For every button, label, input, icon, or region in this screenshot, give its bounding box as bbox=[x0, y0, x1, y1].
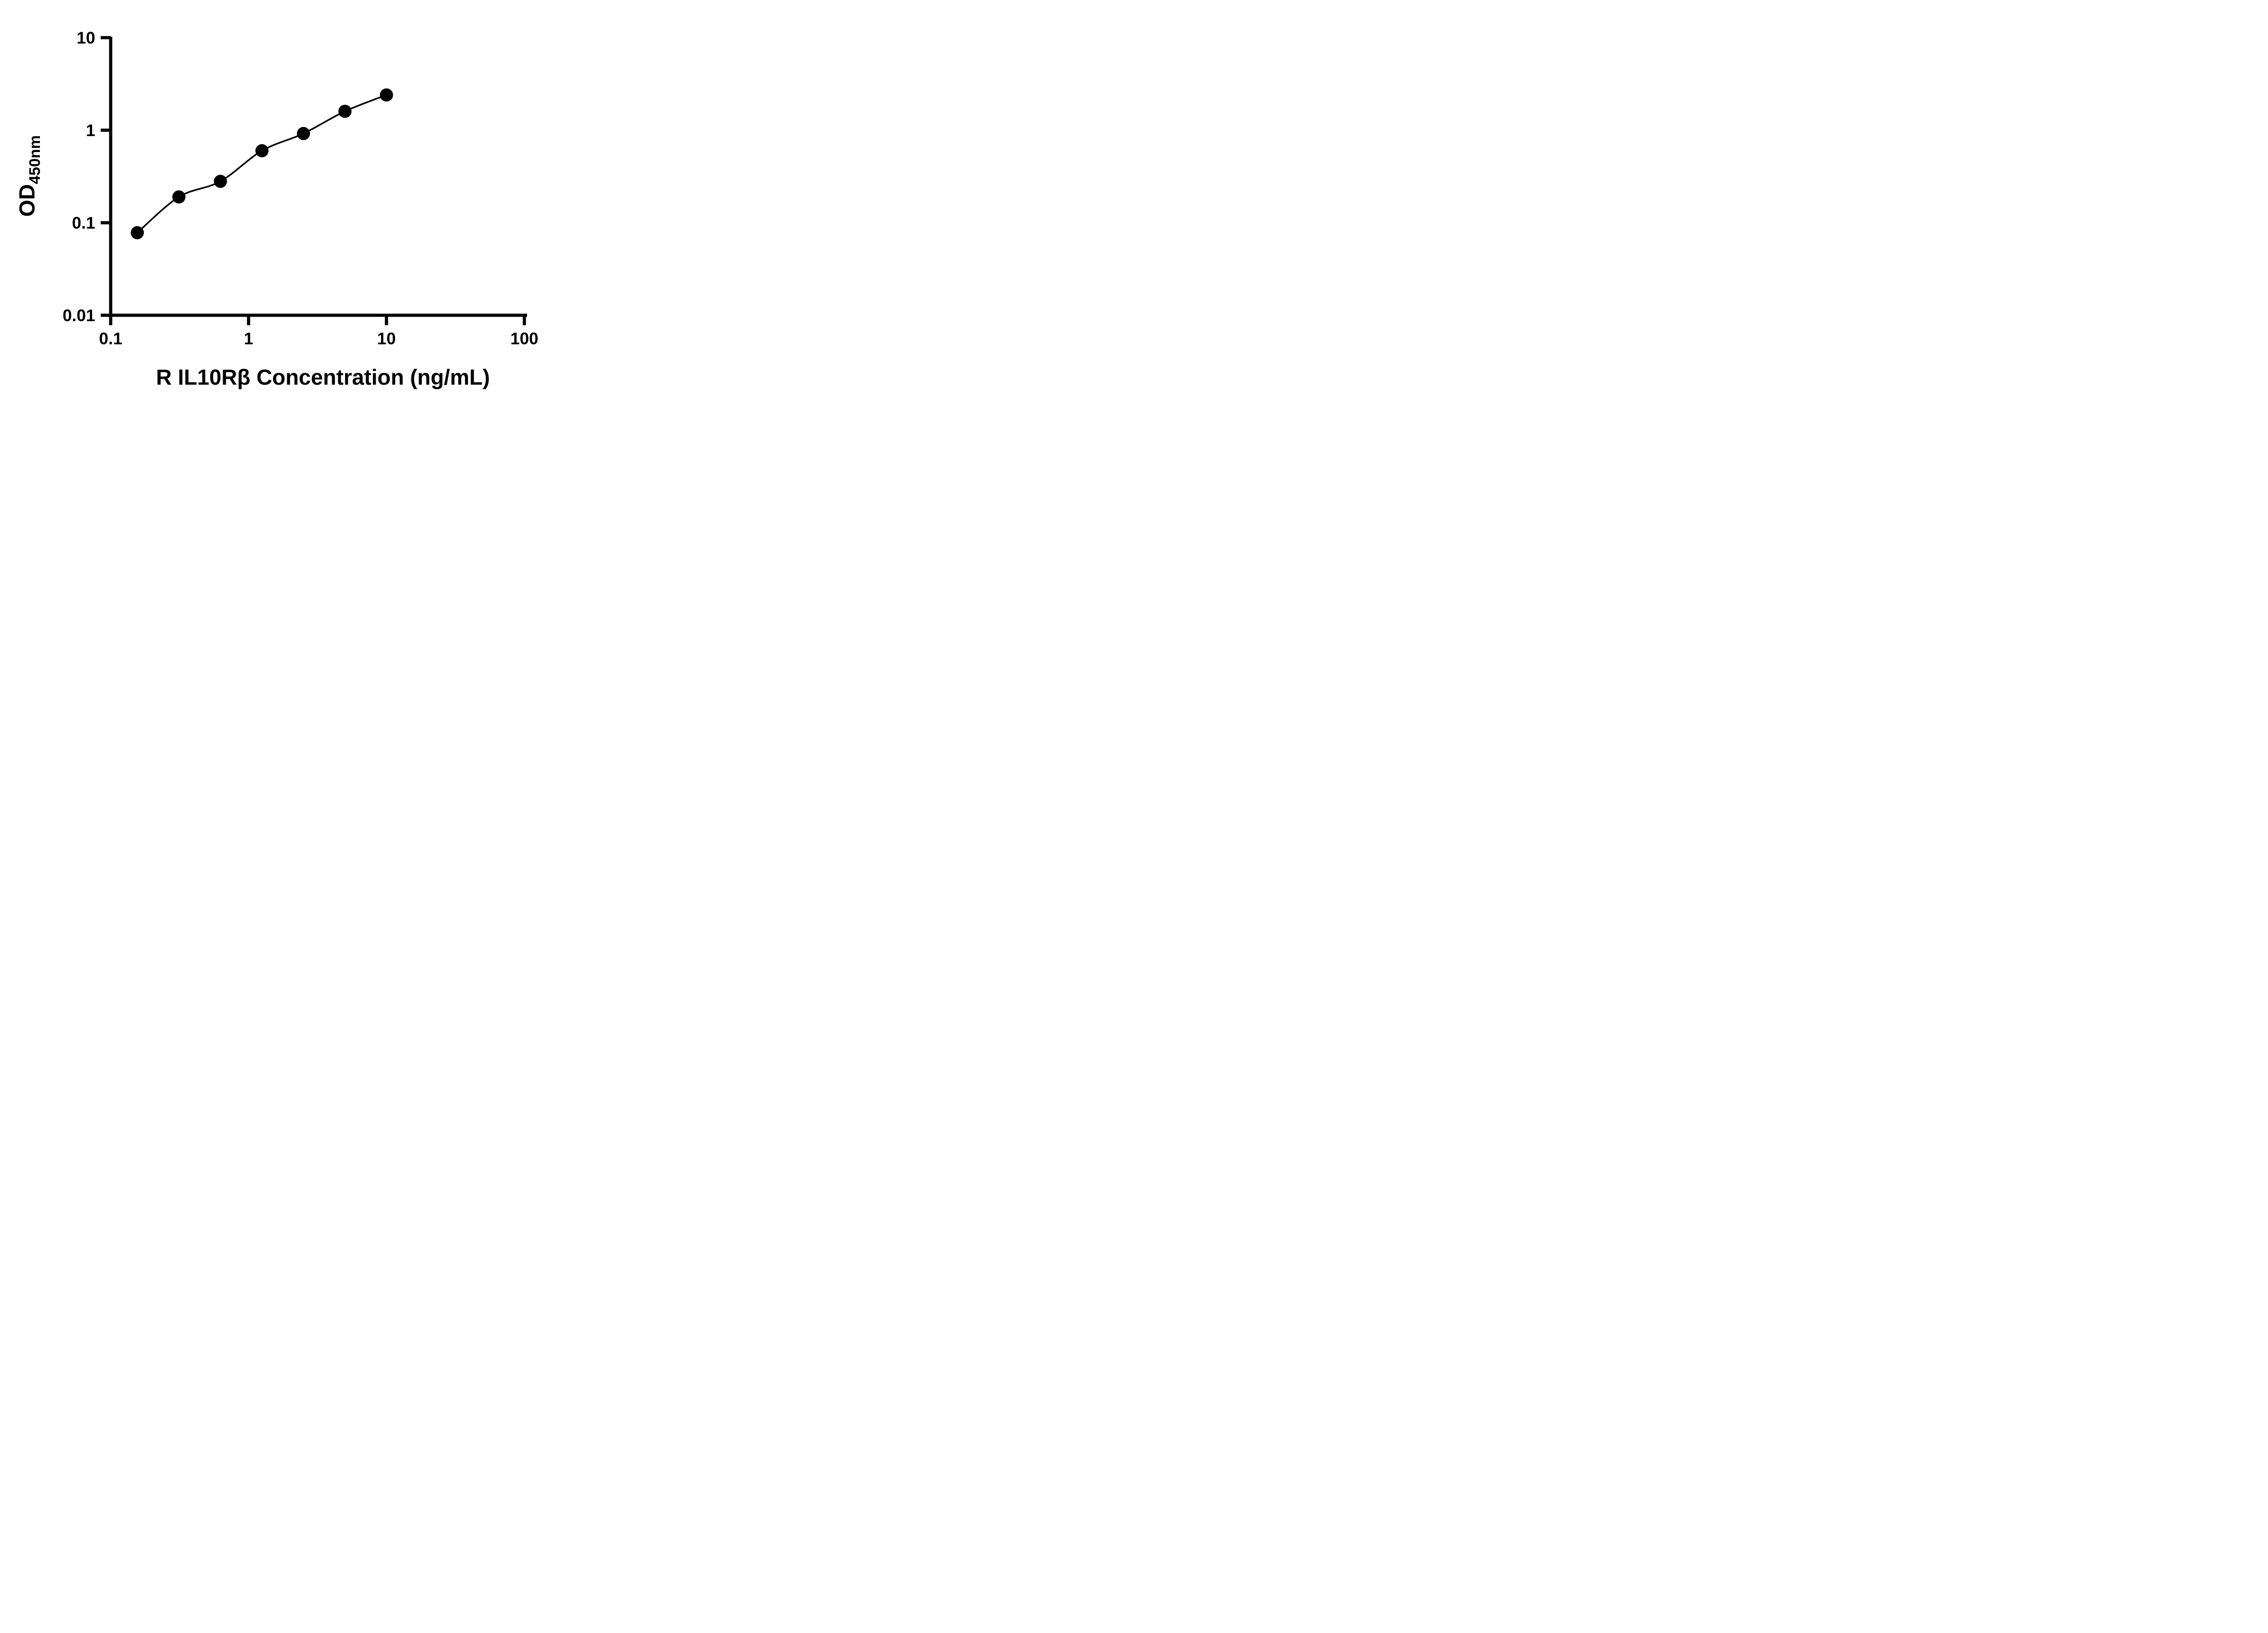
data-point bbox=[214, 175, 227, 188]
data-point bbox=[172, 190, 186, 204]
y-tick-label: 10 bbox=[77, 29, 95, 47]
axis-frame bbox=[109, 37, 527, 317]
data-point bbox=[297, 127, 310, 140]
y-axis-label-main: OD bbox=[15, 184, 39, 217]
data-point bbox=[131, 226, 144, 240]
y-tick-label: 0.1 bbox=[72, 214, 95, 232]
data-point bbox=[380, 88, 393, 102]
standard-curve-chart: 10 1 0.1 0.01 0.1 1 10 100 R IL10Rβ Concentrati… bbox=[0, 0, 583, 408]
x-axis-label: R IL10Rβ Concentration (ng/mL) bbox=[156, 366, 490, 390]
data-point bbox=[255, 144, 269, 157]
x-tick-label: 100 bbox=[510, 329, 538, 348]
x-tick-label: 1 bbox=[244, 329, 254, 348]
x-tick-label: 10 bbox=[377, 329, 396, 348]
y-tick-label: 0.01 bbox=[63, 306, 95, 325]
y-axis-label-sub: 450nm bbox=[26, 135, 44, 184]
y-axis-label: OD450nm bbox=[15, 135, 44, 217]
x-tick-label: 0.1 bbox=[99, 329, 122, 348]
y-tick-label: 1 bbox=[86, 121, 95, 140]
data-point bbox=[338, 104, 352, 118]
